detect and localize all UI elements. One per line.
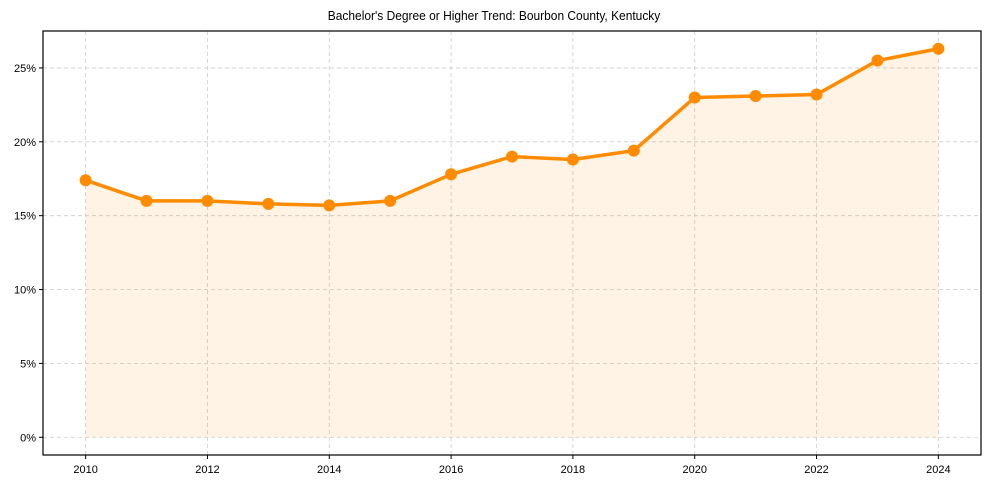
- x-axis-ticks: 2010 2012 2014 2016 2018 2020 2022 2024: [73, 455, 951, 476]
- data-point: [384, 194, 397, 207]
- data-point: [871, 54, 884, 67]
- y-tick-label: 0%: [20, 432, 36, 444]
- x-tick-label: 2014: [317, 464, 341, 476]
- data-point: [201, 194, 214, 207]
- data-point: [140, 194, 153, 207]
- y-tick-label: 5%: [20, 358, 36, 370]
- data-point: [506, 150, 518, 163]
- x-tick-label: 2018: [561, 464, 585, 476]
- data-point: [79, 174, 92, 187]
- chart-title: Bachelor's Degree or Higher Trend: Bourb…: [327, 8, 661, 23]
- y-tick-label: 25%: [14, 63, 36, 75]
- x-tick-label: 2022: [804, 464, 828, 476]
- data-point: [932, 42, 945, 55]
- data-point: [810, 88, 823, 101]
- data-markers: [79, 42, 945, 212]
- area-fill: [85, 48, 939, 438]
- data-point: [323, 199, 336, 212]
- x-tick-label: 2012: [195, 464, 219, 476]
- data-point: [566, 153, 579, 166]
- x-tick-label: 2024: [926, 464, 950, 476]
- data-point: [749, 90, 762, 103]
- x-tick-label: 2016: [439, 464, 463, 476]
- x-tick-label: 2020: [682, 464, 706, 476]
- x-tick-label: 2010: [73, 464, 97, 476]
- y-axis-ticks: 0% 5% 10% 15% 20% 25%: [14, 63, 43, 444]
- plot-frame: [42, 30, 982, 456]
- data-point: [262, 197, 275, 210]
- y-tick-label: 15%: [14, 211, 36, 223]
- y-tick-label: 20%: [14, 137, 36, 149]
- grid-lines: [43, 31, 981, 455]
- y-tick-label: 10%: [14, 285, 36, 297]
- data-point: [627, 144, 640, 157]
- data-point: [688, 91, 701, 104]
- data-point: [445, 168, 458, 181]
